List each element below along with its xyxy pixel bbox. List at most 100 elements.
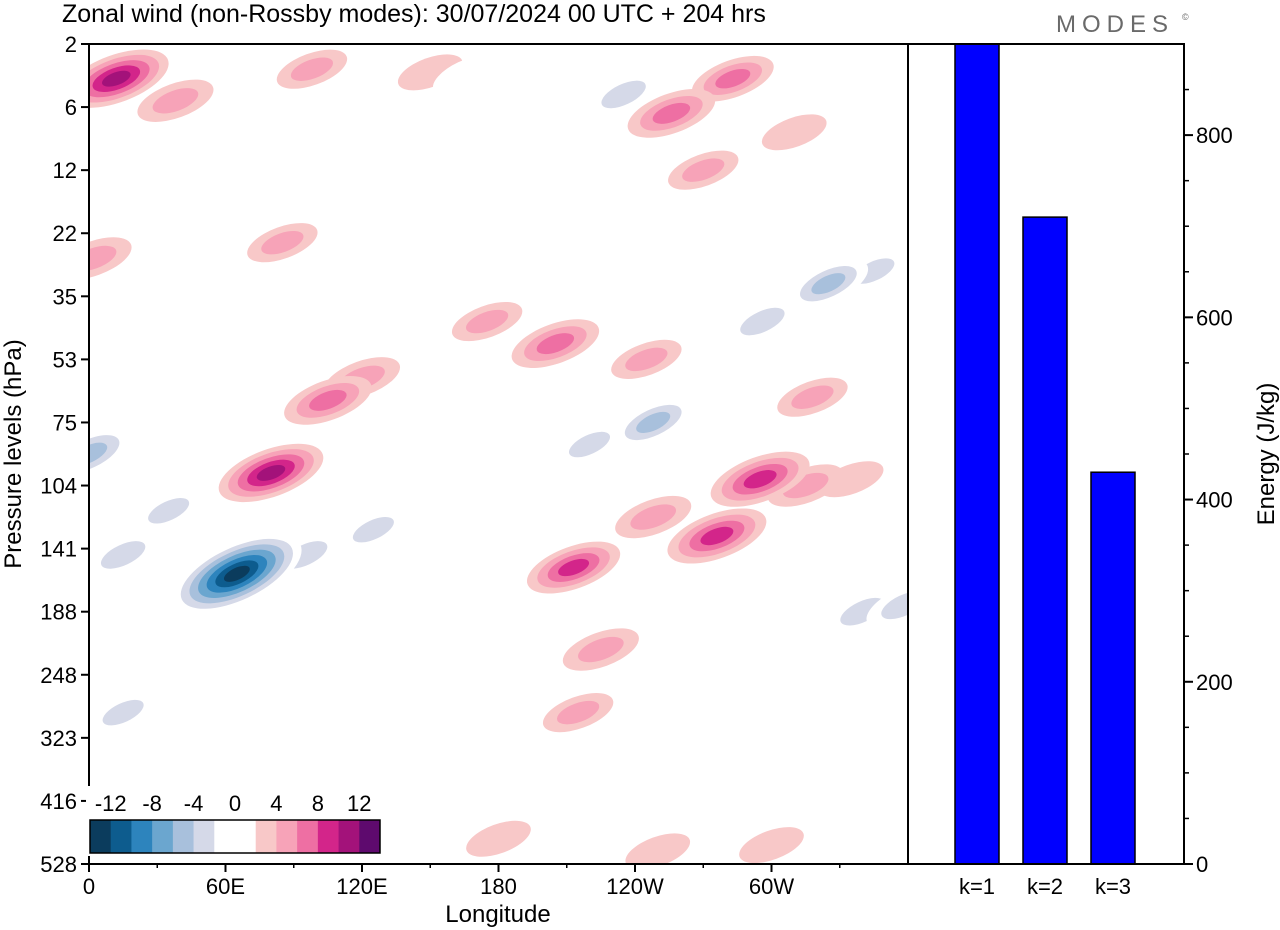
contour-band — [290, 57, 334, 81]
contour-feature — [89, 531, 161, 578]
y-tick-label: 416 — [40, 789, 77, 814]
contour-feature — [89, 691, 158, 734]
colorbar-tick-label: 4 — [270, 791, 282, 816]
contour-band — [223, 565, 250, 582]
contour-feature — [725, 298, 800, 345]
contour-feature — [330, 718, 394, 758]
chart-title: Zonal wind (non-Rossby modes): 30/07/202… — [62, 0, 766, 28]
y-tick-label: 53 — [53, 347, 77, 372]
contour-band — [601, 80, 646, 109]
contour-band — [625, 833, 691, 864]
contour-feature — [432, 56, 496, 96]
y-tick-label: 248 — [40, 663, 77, 688]
y-tick-label: 528 — [40, 852, 77, 877]
colorbar-cell — [317, 820, 339, 853]
x-tick-label: 60E — [206, 874, 245, 899]
contour-band — [432, 56, 496, 96]
contour-feature — [777, 377, 848, 417]
contour-band — [743, 470, 777, 489]
logo-copyright-mark: © — [1182, 12, 1189, 22]
contour-feature — [511, 319, 600, 368]
contour-feature — [542, 693, 614, 733]
contour-band — [558, 558, 590, 577]
contour-band — [761, 114, 827, 151]
colorbar-cell — [338, 820, 360, 853]
contour-feature — [586, 71, 661, 118]
energy-bar — [954, 43, 1000, 865]
contour-feature — [339, 508, 408, 551]
contour-feature — [611, 339, 682, 379]
contour-band — [811, 273, 846, 295]
contour-feature — [808, 781, 872, 821]
colorbar-tick-label: -12 — [95, 791, 127, 816]
y-axis-label: Pressure levels (hPa) — [0, 339, 27, 568]
y-tick-label: 6 — [65, 95, 77, 120]
energy-bar-chart: k=1 k=2 k=3 — [954, 43, 1136, 899]
colorbar-cell — [235, 820, 257, 853]
contour-band — [636, 411, 671, 434]
bar-category-label: k=3 — [1095, 874, 1131, 899]
contour-band — [630, 504, 677, 530]
contour-feature — [216, 655, 280, 695]
bar-category-label: k=2 — [1027, 874, 1063, 899]
contour-band — [557, 700, 600, 725]
y-tick-label: 323 — [40, 726, 77, 751]
colorbar-cell — [297, 820, 319, 853]
contour-band — [309, 389, 347, 411]
x-tick-label: 60W — [749, 874, 794, 899]
contour-feature — [276, 49, 348, 89]
contour-feature — [89, 427, 132, 481]
colorbar-cell — [255, 820, 277, 853]
logo-text: MODES — [1056, 11, 1174, 38]
contour-band — [808, 781, 872, 821]
modes-logo: MODES © — [1056, 11, 1189, 38]
contour-feature — [761, 114, 827, 151]
contour-band — [89, 442, 108, 466]
contour-band — [102, 70, 131, 87]
contour-band — [568, 431, 611, 458]
contour-feature — [137, 79, 214, 122]
colorbar: -12 -8 -4 0 4 8 12 — [86, 786, 384, 856]
contour-feature — [421, 478, 485, 518]
contour-feature — [247, 223, 318, 263]
contour-band — [791, 385, 834, 409]
colorbar-tick-label: 12 — [347, 791, 371, 816]
colorbar-cell — [131, 820, 153, 853]
contour-band — [261, 230, 304, 255]
x-tick-label: 0 — [83, 874, 95, 899]
contour-feature — [625, 833, 691, 864]
contour-feature — [218, 443, 324, 503]
energy-axis-label: Energy (J/kg) — [1253, 383, 1280, 526]
x-axis-label: Longitude — [445, 901, 550, 928]
contour-feature — [134, 489, 203, 533]
contour-band — [652, 102, 691, 124]
energy-tick-label: 0 — [1196, 852, 1208, 877]
contour-feature — [562, 628, 639, 671]
energy-tick-label: 600 — [1196, 305, 1233, 330]
contour-band — [466, 309, 509, 334]
contour-feature — [739, 827, 804, 864]
contour-band — [100, 541, 146, 569]
contour-feature — [397, 54, 463, 91]
contour-feature — [284, 376, 372, 425]
energy-tick-label: 200 — [1196, 670, 1233, 695]
contour-feature — [788, 258, 869, 309]
hovmoller-heatmap — [89, 44, 908, 864]
y-tick-label: 2 — [65, 32, 77, 57]
colorbar-frame — [89, 819, 381, 854]
contour-band — [782, 472, 829, 499]
contour-band — [330, 718, 394, 758]
heatmap-axes: 0 60E 120E 180 120W 60W 2 6 12 22 35 53 75 104 141 188 2… — [40, 32, 909, 899]
contour-feature — [767, 464, 844, 507]
contour-feature — [466, 820, 531, 857]
y-tick-label: 188 — [40, 600, 77, 625]
contour-feature — [89, 237, 132, 280]
y-tick-label: 141 — [40, 537, 77, 562]
x-tick-label: 120E — [336, 874, 387, 899]
colorbar-tick-label: -4 — [184, 791, 204, 816]
contour-band — [682, 158, 725, 182]
contour-band — [89, 283, 121, 323]
colorbar-tick-label: 0 — [229, 791, 241, 816]
colorbar-cell — [193, 820, 215, 853]
